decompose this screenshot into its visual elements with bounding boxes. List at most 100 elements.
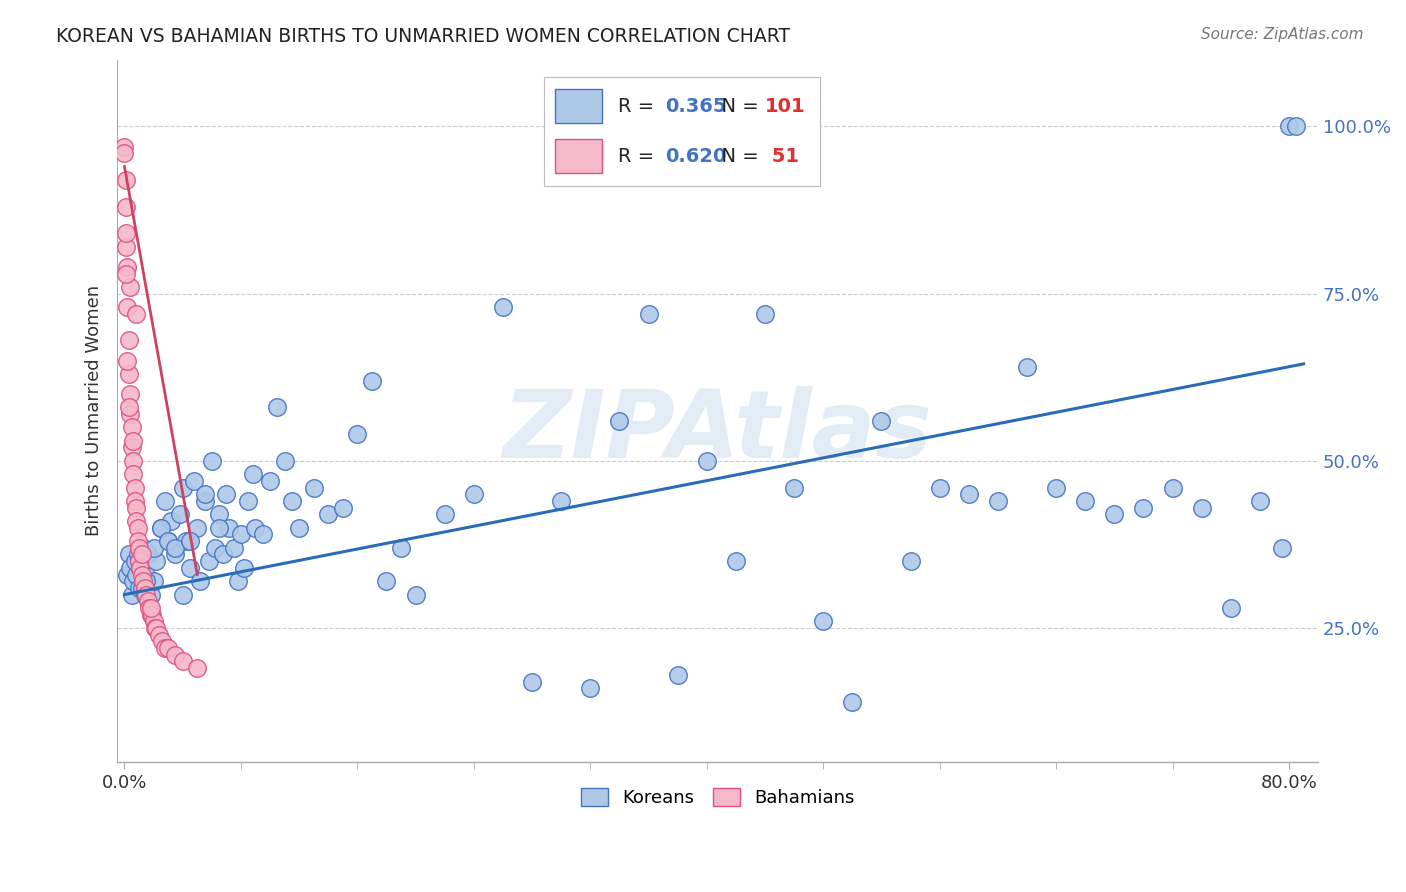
Point [135,588,157,602]
Point [121,588,143,602]
Text: Source: ZipAtlas.com: Source: ZipAtlas.com [1201,27,1364,42]
Point [492,300,515,314]
Point [142,615,165,629]
Point [208,508,231,522]
Point [135,567,157,582]
Point [117,260,139,274]
Point [127,534,149,549]
Point [122,454,145,468]
Point [117,300,139,314]
Point [155,494,177,508]
Point [125,567,148,582]
Point [114,139,136,153]
Point [139,601,162,615]
Point [138,601,160,615]
Point [266,401,288,415]
Point [124,481,146,495]
Point [124,554,146,568]
Point [122,574,145,589]
Point [128,554,150,568]
Point [148,628,170,642]
Point [332,500,354,515]
Point [120,561,142,575]
Point [142,574,165,589]
Point [609,414,631,428]
Point [131,567,153,582]
Point [288,521,311,535]
Point [134,588,156,602]
Point [783,481,806,495]
Point [179,534,201,549]
Point [666,668,689,682]
Point [1278,120,1301,134]
Point [118,548,141,562]
Point [129,561,152,575]
Point [281,494,304,508]
Point [259,474,281,488]
Point [114,146,136,161]
Point [172,655,194,669]
Point [115,240,138,254]
Point [957,487,980,501]
Point [165,648,187,662]
Point [273,454,295,468]
Y-axis label: Births to Unmarried Women: Births to Unmarried Women [86,285,103,536]
Point [1249,494,1271,508]
Point [172,481,194,495]
Point [121,420,143,434]
Point [150,634,173,648]
Point [115,267,138,281]
Point [129,561,152,575]
Point [754,307,776,321]
Point [204,541,226,555]
Point [124,494,146,508]
Point [238,494,260,508]
Point [870,414,893,428]
Point [405,588,427,602]
Point [179,561,201,575]
Point [183,474,205,488]
Text: KOREAN VS BAHAMIAN BIRTHS TO UNMARRIED WOMEN CORRELATION CHART: KOREAN VS BAHAMIAN BIRTHS TO UNMARRIED W… [56,27,790,45]
Point [229,527,252,541]
Point [252,527,274,541]
Point [117,353,139,368]
Point [120,280,142,294]
Point [1104,508,1126,522]
Point [145,554,167,568]
Point [550,494,572,508]
Point [212,548,235,562]
Point [242,467,264,482]
Point [118,401,141,415]
Point [149,521,172,535]
Point [157,534,180,549]
Point [696,454,718,468]
Point [117,567,139,582]
Point [215,487,238,501]
Point [389,541,412,555]
Point [143,621,166,635]
Point [132,574,155,589]
Point [186,521,208,535]
Point [128,541,150,555]
Point [122,434,145,448]
Point [165,548,187,562]
Point [1161,481,1184,495]
Point [841,695,863,709]
Point [127,548,149,562]
Point [169,508,191,522]
Point [186,661,208,675]
Point [193,487,215,501]
Point [141,607,163,622]
Point [115,227,138,241]
Point [122,467,145,482]
Point [1132,500,1154,515]
Point [579,681,602,696]
Point [136,594,159,608]
Point [127,521,149,535]
Point [115,173,138,187]
Point [165,541,187,555]
Text: ZIPAtlas: ZIPAtlas [503,385,932,478]
Point [361,374,384,388]
Point [1074,494,1097,508]
Point [232,561,254,575]
